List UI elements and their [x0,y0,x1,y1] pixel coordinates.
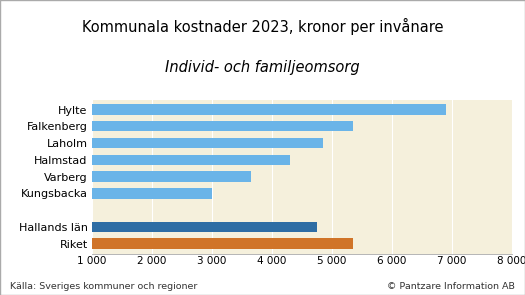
Bar [92,104,446,115]
Bar [92,238,353,249]
Bar [92,155,290,165]
Text: © Pantzare Information AB: © Pantzare Information AB [386,281,514,291]
Bar [92,222,317,232]
Text: Kommunala kostnader 2023, kronor per invånare: Kommunala kostnader 2023, kronor per inv… [82,18,443,35]
Bar [92,188,212,199]
Text: Källa: Sveriges kommuner och regioner: Källa: Sveriges kommuner och regioner [10,281,198,291]
Text: Individ- och familjeomsorg: Individ- och familjeomsorg [165,60,360,75]
Bar [92,138,323,148]
Bar [92,171,251,182]
Bar [92,121,353,132]
